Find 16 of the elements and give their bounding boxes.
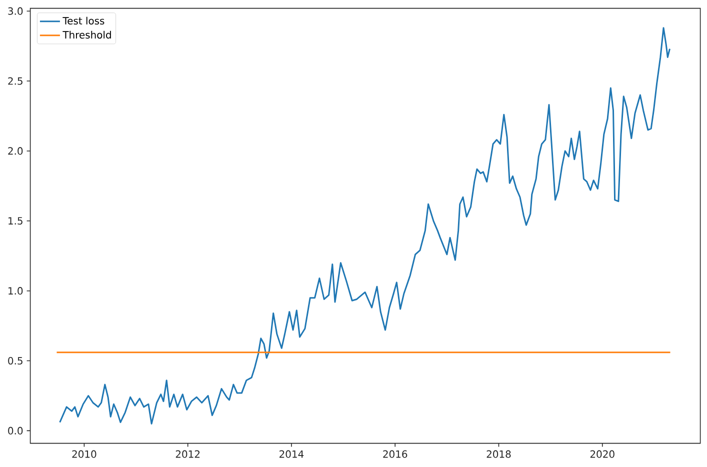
x-tick-label: 2016 <box>383 450 408 458</box>
y-tick-label: 1.5 <box>8 217 22 225</box>
y-tick-label: 0.0 <box>8 426 23 434</box>
line-series <box>59 27 670 424</box>
y-tick-label: 3.0 <box>8 7 23 15</box>
x-tick-label: 2018 <box>486 450 511 458</box>
legend-label: Test loss <box>62 16 104 25</box>
x-tick-label: 2020 <box>590 450 614 458</box>
x-tick-label: 2010 <box>72 450 96 458</box>
x-tick-label: 2012 <box>176 450 200 458</box>
x-tick-label: 2014 <box>280 450 304 458</box>
y-tick-label: 2.5 <box>8 77 22 85</box>
legend-label: Threshold <box>62 30 111 39</box>
y-tick-label: 0.5 <box>8 356 22 365</box>
y-tick-label: 2.0 <box>8 147 23 155</box>
y-tick-label: 1.0 <box>8 287 23 295</box>
